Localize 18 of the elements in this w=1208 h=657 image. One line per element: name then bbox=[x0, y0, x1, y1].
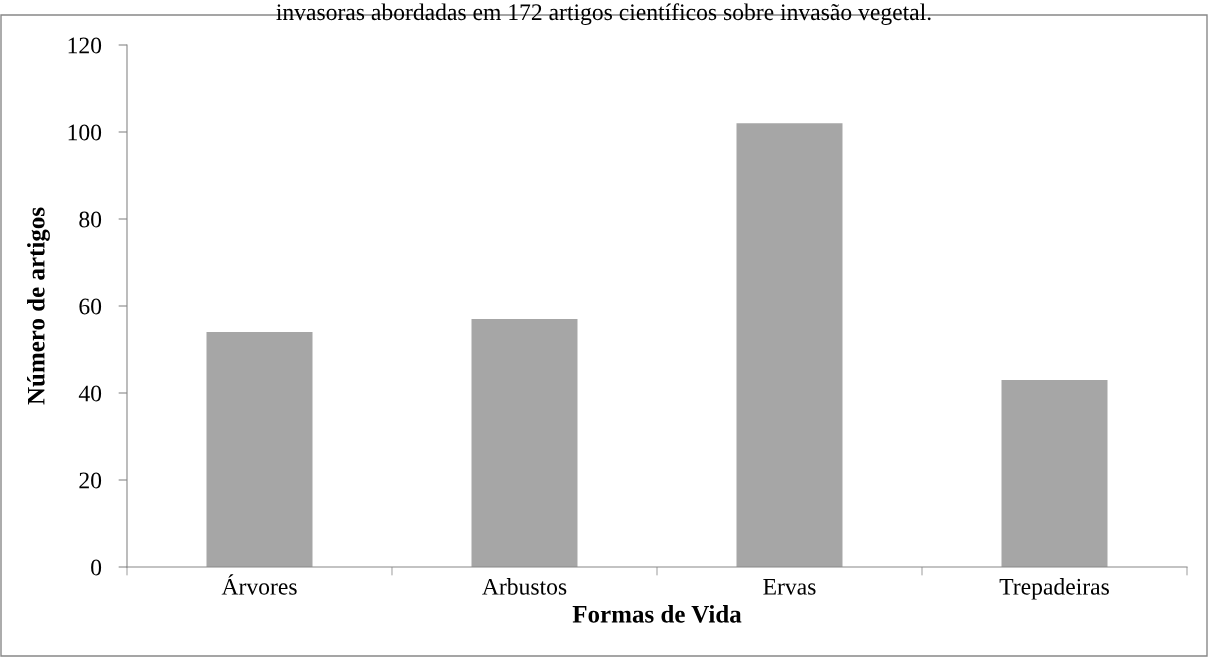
chart-title: invasoras abordadas em 172 artigos científicos sobre invasão vegetal. bbox=[276, 3, 931, 25]
bar bbox=[1001, 379, 1108, 567]
bar bbox=[206, 332, 313, 567]
y-tick-label: 40 bbox=[78, 385, 102, 402]
bar bbox=[736, 123, 843, 567]
y-tick-label: 80 bbox=[79, 211, 102, 228]
x-tick-label: Arbustos bbox=[482, 578, 567, 595]
x-tick-label: Trepadeiras bbox=[999, 578, 1109, 600]
y-tick-label: 20 bbox=[79, 472, 102, 489]
x-tick-label: Árvores bbox=[221, 574, 297, 595]
bar bbox=[471, 319, 578, 567]
x-axis-title: Formas de Vida bbox=[572, 605, 742, 623]
y-tick-label: 0 bbox=[91, 559, 102, 576]
y-tick-label: 120 bbox=[68, 37, 102, 54]
y-tick-label: 60 bbox=[79, 298, 102, 315]
y-tick-label: 100 bbox=[68, 124, 102, 141]
x-tick-label: Ervas bbox=[763, 579, 816, 595]
y-axis-title: Número de artigos bbox=[27, 207, 50, 405]
